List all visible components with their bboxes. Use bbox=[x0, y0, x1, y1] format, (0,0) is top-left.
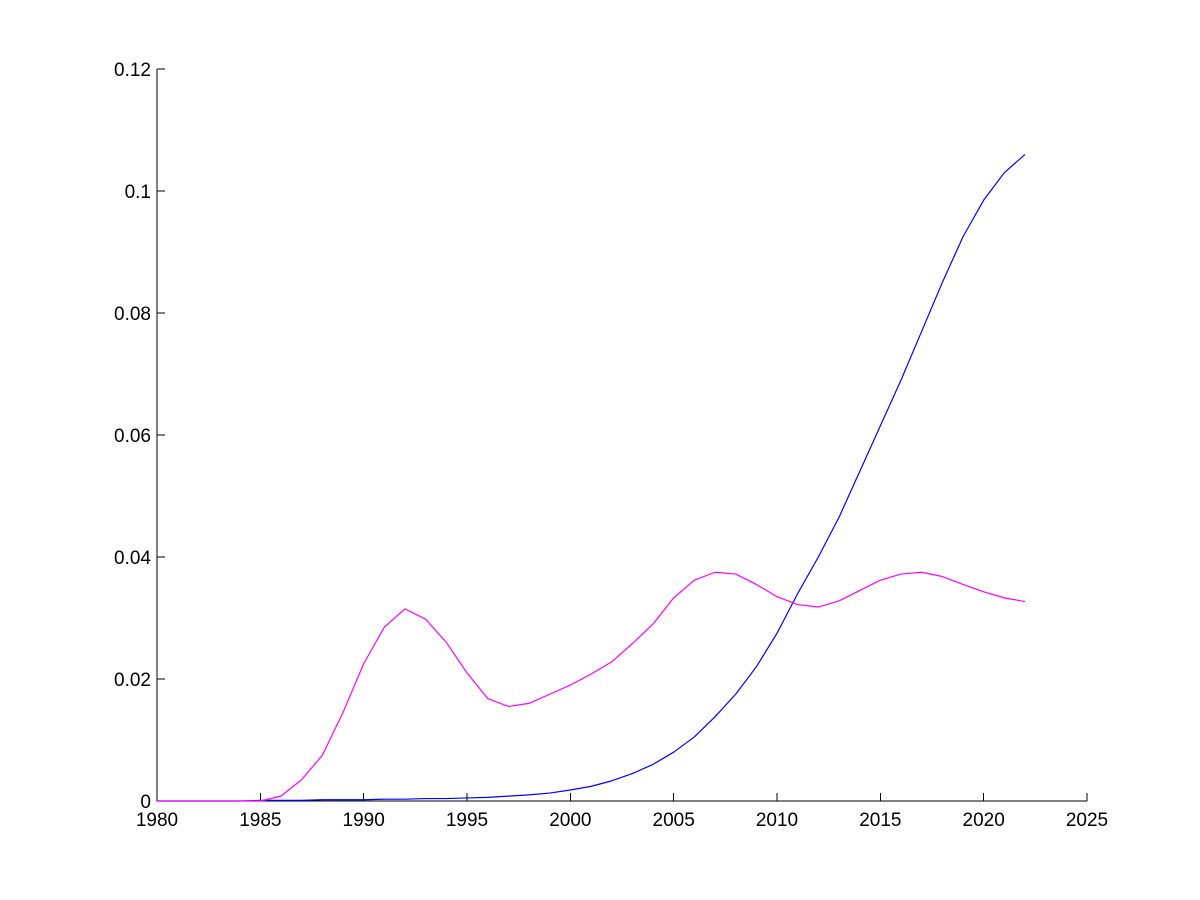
x-tick-label: 2000 bbox=[549, 810, 591, 831]
plot-area bbox=[157, 153, 1026, 802]
x-tick-label: 2020 bbox=[963, 810, 1005, 831]
y-tick-label: 0.1 bbox=[125, 182, 151, 203]
x-tick-label: 1985 bbox=[239, 810, 281, 831]
tick-labels: 1980 1985 1990 1995 2000 2005 2010 2015 2020 2025… bbox=[114, 60, 1108, 831]
x-tick-label: 1980 bbox=[136, 810, 178, 831]
y-tick-label: 0.08 bbox=[114, 304, 151, 325]
y-tick-label: 0.04 bbox=[114, 548, 151, 569]
x-tick-label: 1995 bbox=[446, 810, 488, 831]
y-tick-label: 0.02 bbox=[114, 670, 151, 691]
axes bbox=[156, 68, 1088, 802]
x-tick-label: 1990 bbox=[343, 810, 385, 831]
x-tick-label: 2025 bbox=[1066, 810, 1108, 831]
series-line-2 bbox=[157, 571, 1026, 802]
y-tick-label: 0.12 bbox=[114, 60, 151, 81]
y-tick-label: 0 bbox=[140, 792, 151, 813]
y-tick-label: 0.06 bbox=[114, 426, 151, 447]
x-tick-label: 2010 bbox=[756, 810, 798, 831]
x-tick-label: 2005 bbox=[653, 810, 695, 831]
series-line-1 bbox=[157, 153, 1026, 802]
x-tick-label: 2015 bbox=[859, 810, 901, 831]
